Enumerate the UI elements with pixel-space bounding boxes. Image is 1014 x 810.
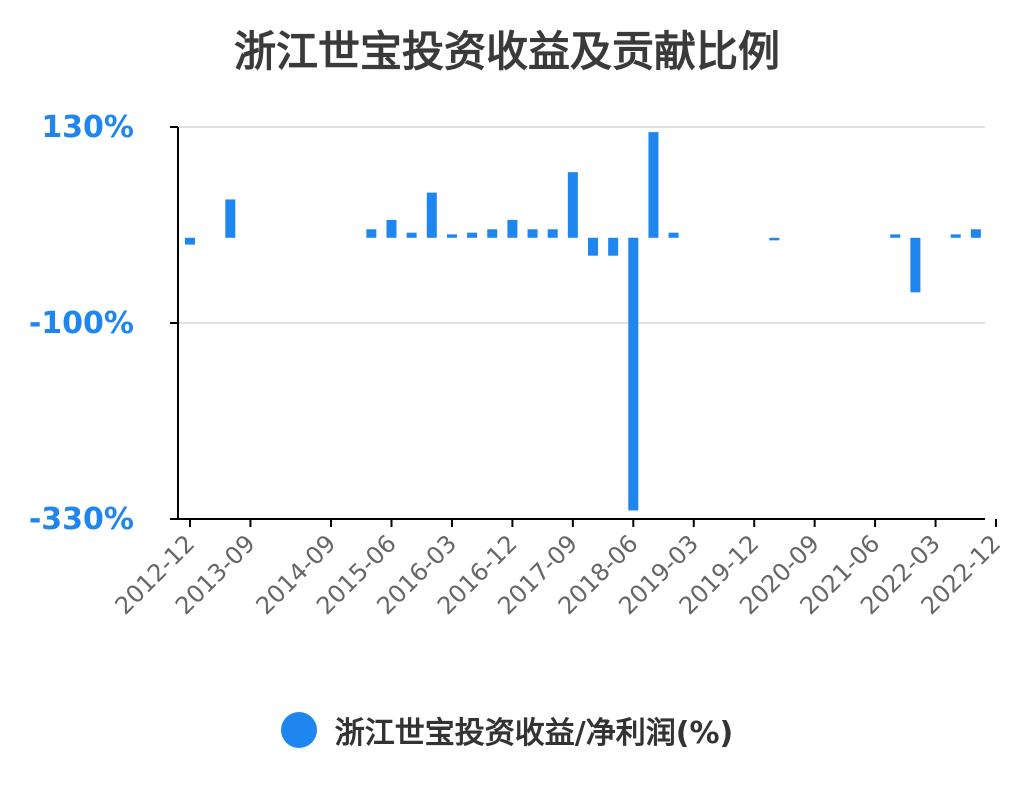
bar bbox=[648, 132, 659, 238]
legend[interactable]: 浙江世宝投资收益/净利润(%) bbox=[0, 708, 1014, 752]
bar bbox=[487, 229, 498, 238]
y-tick-label: 130% bbox=[41, 110, 134, 145]
bar bbox=[366, 229, 377, 238]
chart-title: 浙江世宝投资收益及贡献比例 bbox=[233, 27, 780, 76]
legend-label: 浙江世宝投资收益/净利润(%) bbox=[334, 716, 734, 751]
bar bbox=[950, 234, 961, 238]
bar bbox=[406, 232, 417, 238]
bar bbox=[668, 232, 679, 238]
bar bbox=[446, 234, 457, 238]
legend-marker-icon bbox=[280, 712, 317, 748]
bar bbox=[225, 199, 236, 238]
bar bbox=[890, 234, 901, 238]
bar bbox=[527, 229, 538, 238]
bar bbox=[608, 237, 619, 256]
bar bbox=[628, 237, 639, 511]
bar bbox=[970, 229, 981, 238]
bar bbox=[386, 219, 397, 238]
bar bbox=[426, 192, 437, 238]
bar bbox=[567, 172, 578, 238]
bar bbox=[507, 219, 518, 238]
bar bbox=[588, 237, 598, 256]
bar bbox=[910, 237, 921, 293]
bar bbox=[467, 232, 478, 238]
bar bbox=[769, 237, 780, 241]
bar bbox=[185, 237, 195, 245]
y-tick-label: -100% bbox=[29, 306, 134, 341]
bar bbox=[547, 229, 558, 238]
y-tick-label: -330% bbox=[29, 502, 134, 537]
